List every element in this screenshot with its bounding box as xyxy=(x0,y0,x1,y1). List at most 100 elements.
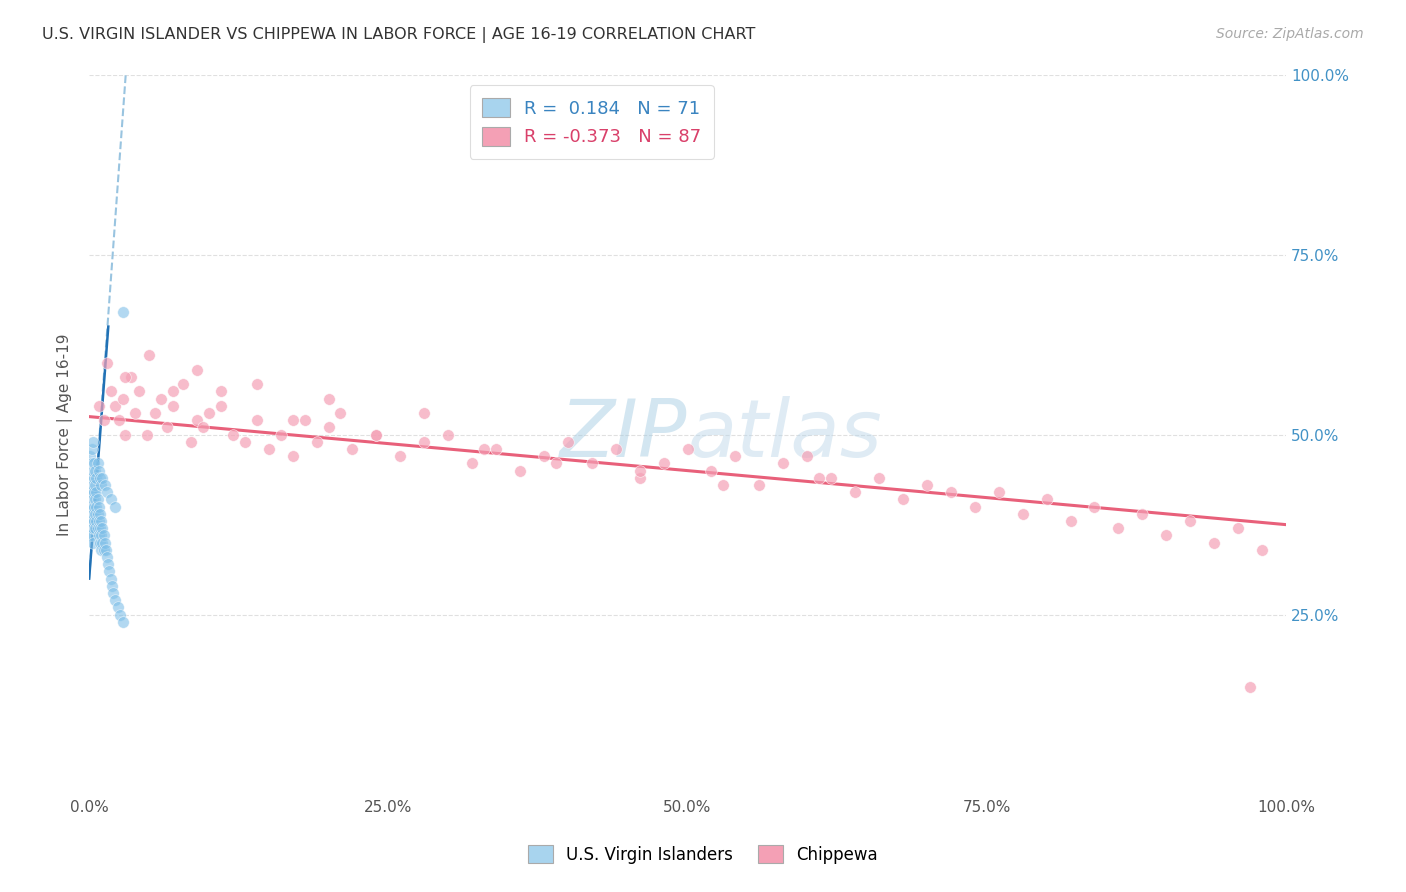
Point xyxy=(84,521,107,535)
Point xyxy=(772,457,794,471)
Point xyxy=(713,478,735,492)
Point xyxy=(437,427,460,442)
Point xyxy=(83,514,105,528)
Point xyxy=(294,413,316,427)
Point xyxy=(186,413,208,427)
Point xyxy=(1239,680,1261,694)
Point xyxy=(97,558,120,572)
Point xyxy=(84,464,107,478)
Point xyxy=(87,399,110,413)
Point xyxy=(1180,514,1202,528)
Point xyxy=(557,434,579,449)
Point xyxy=(1107,521,1129,535)
Point xyxy=(86,457,108,471)
Point xyxy=(86,500,108,514)
Point xyxy=(83,471,105,485)
Point xyxy=(84,507,107,521)
Point xyxy=(748,478,770,492)
Point xyxy=(605,442,627,456)
Text: atlas: atlas xyxy=(688,396,883,474)
Point xyxy=(98,565,121,579)
Point xyxy=(104,500,127,514)
Point xyxy=(1251,542,1274,557)
Legend: U.S. Virgin Islanders, Chippewa: U.S. Virgin Islanders, Chippewa xyxy=(522,838,884,871)
Point xyxy=(963,500,986,514)
Point xyxy=(461,457,484,471)
Point xyxy=(143,406,166,420)
Text: Source: ZipAtlas.com: Source: ZipAtlas.com xyxy=(1216,27,1364,41)
Point xyxy=(111,615,134,629)
Point xyxy=(1156,528,1178,542)
Point xyxy=(110,607,132,622)
Point xyxy=(82,521,104,535)
Point xyxy=(104,399,127,413)
Point xyxy=(79,485,101,500)
Point xyxy=(366,427,388,442)
Y-axis label: In Labor Force | Age 16-19: In Labor Force | Age 16-19 xyxy=(58,334,73,536)
Point xyxy=(162,384,184,399)
Point xyxy=(82,464,104,478)
Point xyxy=(1083,500,1105,514)
Point xyxy=(86,471,108,485)
Point xyxy=(544,457,567,471)
Point xyxy=(80,442,103,456)
Point xyxy=(246,413,269,427)
Point xyxy=(84,478,107,492)
Point xyxy=(1130,507,1153,521)
Point xyxy=(93,478,115,492)
Point xyxy=(90,478,112,492)
Point xyxy=(87,514,110,528)
Point xyxy=(82,492,104,507)
Text: U.S. VIRGIN ISLANDER VS CHIPPEWA IN LABOR FORCE | AGE 16-19 CORRELATION CHART: U.S. VIRGIN ISLANDER VS CHIPPEWA IN LABO… xyxy=(42,27,755,43)
Point xyxy=(90,542,112,557)
Point xyxy=(111,305,134,319)
Point xyxy=(233,434,256,449)
Point xyxy=(100,384,122,399)
Point xyxy=(939,485,962,500)
Point xyxy=(96,355,118,369)
Point xyxy=(91,535,114,549)
Point xyxy=(180,434,202,449)
Point xyxy=(149,392,172,406)
Point xyxy=(91,471,114,485)
Point xyxy=(222,427,245,442)
Point xyxy=(89,507,111,521)
Point xyxy=(89,471,111,485)
Point xyxy=(107,600,129,615)
Point xyxy=(82,507,104,521)
Point xyxy=(114,427,136,442)
Point xyxy=(472,442,495,456)
Point xyxy=(83,485,105,500)
Point xyxy=(80,457,103,471)
Point xyxy=(87,528,110,542)
Point xyxy=(90,514,112,528)
Point xyxy=(246,377,269,392)
Point xyxy=(257,442,280,456)
Point xyxy=(209,399,232,413)
Point xyxy=(1227,521,1250,535)
Point xyxy=(80,485,103,500)
Point xyxy=(581,457,603,471)
Point xyxy=(533,449,555,463)
Point xyxy=(82,535,104,549)
Point xyxy=(366,427,388,442)
Point xyxy=(101,579,124,593)
Point xyxy=(844,485,866,500)
Point xyxy=(93,542,115,557)
Point xyxy=(84,492,107,507)
Point xyxy=(915,478,938,492)
Point xyxy=(79,449,101,463)
Point xyxy=(1035,492,1057,507)
Point xyxy=(104,593,127,607)
Point xyxy=(186,363,208,377)
Point xyxy=(101,586,124,600)
Point xyxy=(79,528,101,542)
Point xyxy=(82,434,104,449)
Point xyxy=(652,457,675,471)
Point xyxy=(135,427,157,442)
Point xyxy=(111,392,134,406)
Point xyxy=(120,370,142,384)
Point xyxy=(676,442,699,456)
Point xyxy=(270,427,292,442)
Point xyxy=(96,549,118,564)
